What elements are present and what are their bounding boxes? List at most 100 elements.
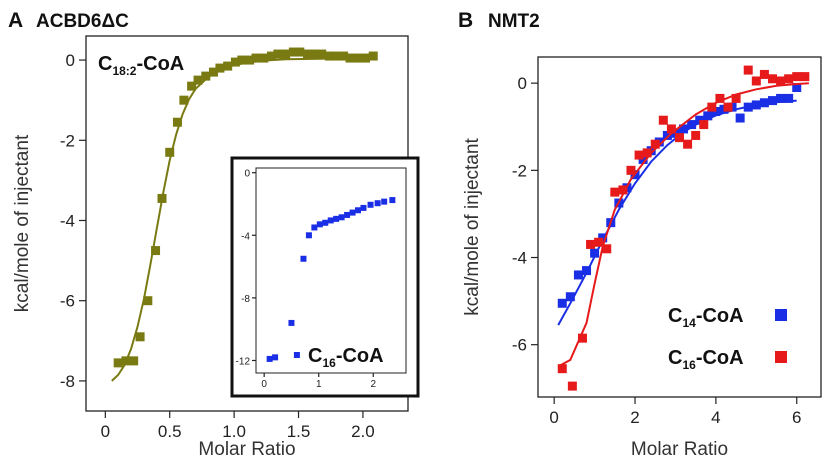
inset-data-point [360, 204, 367, 211]
panel-b-data-point-1 [666, 124, 676, 134]
panel-a-data-point [360, 53, 370, 63]
panel-b-data-point-1 [577, 333, 587, 343]
panel-b-data-point-1 [557, 364, 567, 374]
inset-data-point [338, 214, 345, 221]
panel-a-data-point [223, 61, 233, 71]
panel-a-data-point [295, 47, 305, 57]
panel-b-data-point-1 [743, 65, 753, 75]
inset-y-tick-label: 0 [244, 169, 250, 180]
panel-b-y-tick-label: -4 [512, 249, 527, 268]
inset-x-tick-label: 2 [370, 379, 376, 390]
panel-b-data-point-0 [776, 93, 786, 103]
panel-a-data-point [151, 246, 161, 256]
inset-data-point [288, 319, 295, 326]
panel-b-data-point-0 [662, 130, 672, 140]
inset-data-point [322, 219, 329, 226]
panel-a-data-point [281, 49, 291, 59]
panel-b-plot-frame [537, 56, 822, 398]
panel-a-data-point [353, 53, 363, 63]
inset-y-tick-label: -12 [236, 356, 251, 367]
panel-a-x-axis-label: Molar Ratio [198, 439, 295, 460]
panel-b-x-tick-label: 6 [792, 408, 801, 427]
panel-b-data-point-0 [792, 83, 802, 93]
panel-b-data-point-0 [565, 292, 575, 302]
panel-b-data-point-1 [751, 76, 761, 86]
panel-a-data-point [187, 81, 197, 91]
panel-a-y-tick-label: 0 [66, 51, 75, 70]
panel-a-data-point [143, 296, 153, 306]
panel-b-y-tick-label: -2 [512, 161, 527, 180]
inset-data-point [355, 207, 361, 214]
panel-a-data-point [121, 356, 131, 366]
panel-b-data-point-1 [675, 133, 684, 143]
panel-b-data-point-1 [800, 72, 810, 82]
inset-frame [230, 156, 420, 398]
panel-b-data-point-1 [618, 185, 628, 195]
panel-a-data-point [245, 55, 255, 65]
panel-b-data-point-1 [650, 139, 660, 149]
panel-b-data-point-1 [715, 93, 725, 103]
panel-b-data-point-1 [626, 165, 636, 175]
panel-b-data-point-0 [784, 93, 794, 103]
panel-a-data-point [288, 47, 298, 57]
inset-data-point [344, 211, 351, 218]
panel-b-data-point-0 [767, 96, 777, 106]
panel-b-data-point-1 [602, 244, 612, 254]
inset-data-point [272, 354, 279, 361]
panel-b-data-point-1 [567, 381, 577, 391]
panel-a-data-point [339, 51, 349, 61]
panel-b-legend-marker-1 [775, 351, 787, 363]
inset-x-tick-label: 0 [261, 379, 267, 390]
panel-b-data-point-0 [743, 102, 753, 112]
inset-data-point [316, 221, 323, 228]
panel-b-letter: B [458, 9, 473, 32]
panel-b-legend-label-0: C14-CoA [668, 305, 744, 330]
panel-b-data-point-0 [590, 248, 600, 258]
panel-b-data-point-1 [634, 150, 644, 160]
panel-a-data-point [251, 53, 261, 63]
panel-b-data-point-1 [658, 115, 668, 125]
panel-b-legend-marker-0 [775, 309, 787, 321]
panel-a-title: ACBD6ΔC [36, 11, 129, 32]
panel-b-data-point-1 [586, 239, 596, 249]
panel-b-data-point-1 [776, 76, 786, 86]
panel-b-data-point-1 [699, 120, 709, 130]
panel-b-x-tick-label: 4 [711, 408, 720, 427]
panel-a-x-tick-label: 0 [101, 422, 110, 441]
panel-b-legend-label-1: C16-CoA [668, 347, 744, 372]
panel-b-data-point-0 [582, 266, 592, 276]
panel-a-data-point [193, 75, 203, 85]
panel-a-x-tick-label: 1.0 [222, 422, 246, 441]
panel-b-data-point-0 [703, 111, 713, 121]
inset-data-point [266, 355, 273, 362]
panel-a-data-point [324, 51, 334, 61]
inset-data-point [374, 200, 381, 207]
inset-plot-frame [255, 167, 407, 374]
panel-b-data-point-0 [573, 270, 583, 280]
inset-data-point [381, 198, 388, 205]
inset-data-point [349, 209, 356, 216]
panel-b-data-point-0 [687, 120, 697, 130]
panel-b-data-point-1 [723, 102, 733, 112]
panel-a-data-point [259, 53, 269, 63]
panel-a-data-point [135, 332, 145, 342]
panel-a-data-point [172, 117, 182, 127]
panel-b-title: NMT2 [488, 11, 540, 32]
panel-a-x-tick-label: 1.5 [287, 422, 311, 441]
panel-a-x-tick-label: 0.5 [158, 422, 182, 441]
panel-a-data-point [368, 51, 378, 61]
inset-data-point [367, 201, 374, 208]
panel-b-fit-curve-1 [557, 82, 809, 368]
panel-a-y-axis-label: kcal/mole of injectant [12, 134, 33, 312]
panel-b-y-tick-label: -6 [512, 336, 527, 355]
panel-a-data-point [179, 95, 189, 105]
panel-a-data-point [157, 193, 167, 203]
panel-b-data-point-0 [751, 100, 761, 110]
panel-b-data-point-1 [683, 139, 693, 149]
panel-a-y-tick-label: -8 [60, 372, 75, 391]
panel-b-data-point-0 [679, 124, 689, 134]
panel-a-x-tick-label: 2.0 [351, 422, 375, 441]
panel-b-data-point-1 [594, 237, 604, 247]
panel-a-data-point [113, 358, 123, 368]
